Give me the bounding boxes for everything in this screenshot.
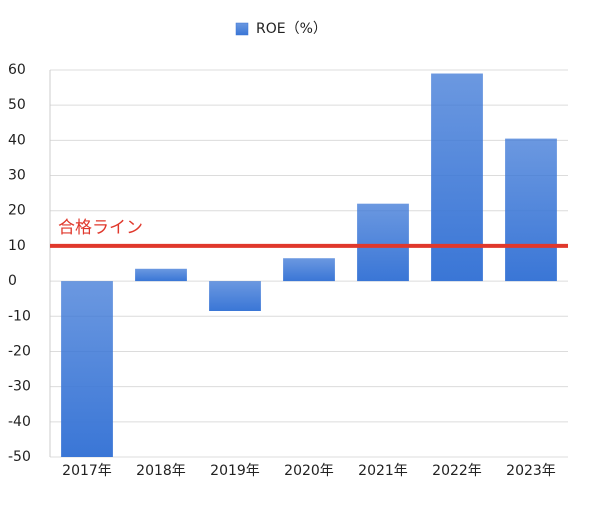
bar [61,281,113,457]
y-tick-label: -10 [8,308,31,324]
bar [357,203,409,282]
y-tick-label: 60 [8,62,26,78]
bar [505,138,557,282]
x-tick-label: 2020年 [284,463,334,479]
y-tick-label: -20 [8,343,31,359]
y-tick-label: 0 [8,273,17,289]
y-tick-label: 20 [8,203,26,219]
y-tick-label: -50 [8,449,31,465]
bar [431,73,483,282]
x-tick-label: 2018年 [136,463,186,479]
bar [209,281,261,311]
y-tick-label: 40 [8,132,26,148]
x-tick-label: 2022年 [432,463,482,479]
x-tick-label: 2021年 [358,463,408,479]
y-tick-label: -40 [8,414,31,430]
y-tick-label: 50 [8,97,26,113]
y-tick-label: 30 [8,168,26,184]
x-tick-label: 2017年 [62,463,112,479]
legend-swatch [235,22,249,36]
legend-label: ROE（%） [256,21,327,37]
y-tick-label: 10 [8,238,26,254]
x-tick-label: 2019年 [210,463,260,479]
x-tick-label: 2023年 [506,463,556,479]
y-tick-label: -30 [8,379,31,395]
bar [283,258,335,282]
bar [135,268,187,282]
reference-label: 合格ライン [58,218,143,238]
